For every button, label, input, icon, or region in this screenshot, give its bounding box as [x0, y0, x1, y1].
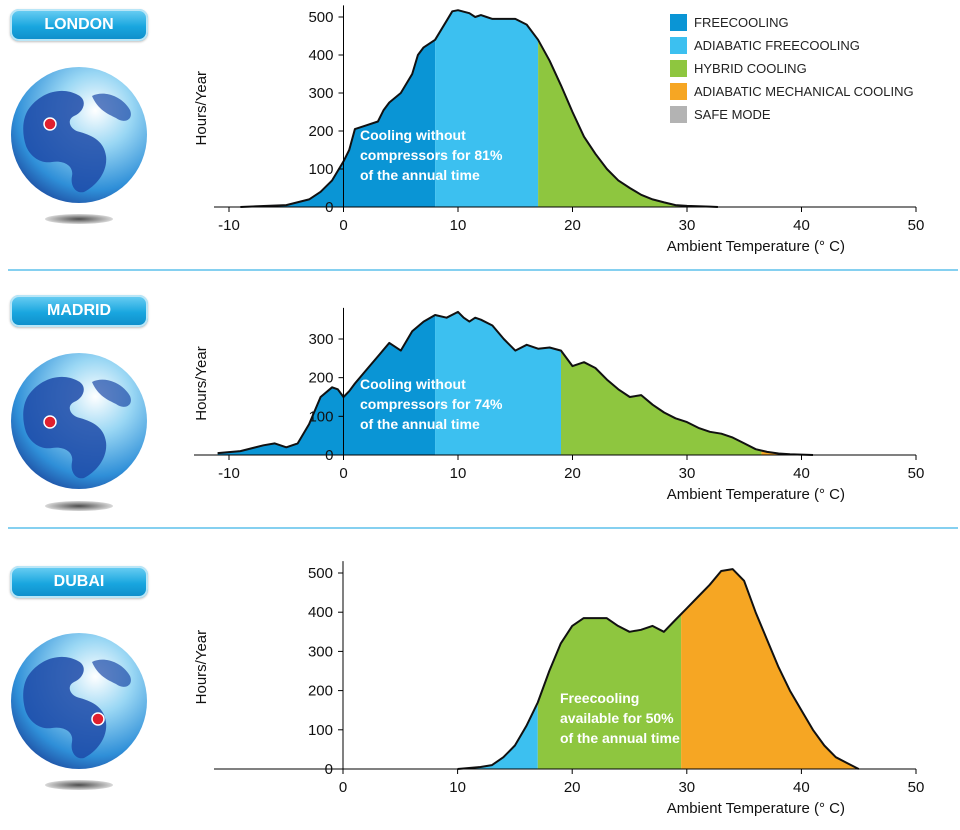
x-axis-title: Ambient Temperature (° C) — [667, 238, 845, 255]
x-tick-label: 10 — [450, 217, 467, 234]
madrid-globe-icon — [11, 353, 147, 511]
y-tick-label: 300 — [308, 331, 333, 348]
x-axis-title: Ambient Temperature (° C) — [667, 800, 845, 817]
y-tick-label: 500 — [308, 565, 333, 582]
legend-label: HYBRID COOLING — [694, 61, 807, 76]
legend-swatch — [670, 60, 687, 77]
charts-layer: -10 0 10 20 30 40 500100200300400500Hours/Year… — [193, 5, 925, 817]
y-axis-title: Hours/Year — [193, 346, 210, 421]
legend-swatch — [670, 14, 687, 31]
london-badge: LONDON — [10, 9, 148, 41]
legend-swatch — [670, 37, 687, 54]
x-tick-label: 0 — [339, 465, 347, 482]
x-axis-title: Ambient Temperature (° C) — [667, 486, 845, 503]
y-axis-title: Hours/Year — [193, 630, 210, 705]
x-tick-label: -10 — [218, 217, 240, 234]
legend-swatch — [670, 106, 687, 123]
x-tick-label: 50 — [908, 217, 925, 234]
x-tick-label: 50 — [908, 465, 925, 482]
legend-label: SAFE MODE — [694, 107, 771, 122]
cooling-band-0 — [457, 569, 538, 769]
annotation-line: available for 50% — [560, 710, 674, 726]
y-axis-title: Hours/Year — [193, 71, 210, 146]
annotation-line: of the annual time — [360, 416, 480, 432]
y-tick-label: 200 — [308, 123, 333, 140]
series-outline — [217, 310, 814, 456]
chart-panel-dubai: 0 10 20 30 40 500100200300400500Hours/YearAmb… — [193, 561, 925, 817]
y-tick-label: 200 — [308, 683, 333, 700]
cooling-band-1 — [435, 10, 539, 207]
x-tick-label: 30 — [678, 779, 695, 796]
x-tick-label: 0 — [339, 779, 347, 796]
cooling-band-2 — [561, 311, 762, 455]
annotation-line: of the annual time — [360, 167, 480, 183]
series-outline — [457, 568, 860, 770]
x-tick-label: 20 — [564, 465, 581, 482]
legend: FREECOOLING ADIABATIC FREECOOLING HYBRID C… — [670, 14, 914, 123]
x-tick-label: 30 — [679, 217, 696, 234]
dubai-globe-icon — [11, 633, 147, 790]
cooling-band-3 — [761, 311, 813, 455]
y-tick-label: 0 — [325, 447, 333, 464]
legend-swatch — [670, 83, 687, 100]
y-tick-label: 300 — [308, 643, 333, 660]
annotation-line: compressors for 81% — [360, 147, 503, 163]
y-tick-label: 100 — [308, 161, 333, 178]
legend-label: FREECOOLING — [694, 15, 789, 30]
annotation-line: Cooling without — [360, 127, 466, 143]
x-tick-label: 40 — [793, 217, 810, 234]
dubai-badge: DUBAI — [10, 566, 148, 598]
london-globe-icon — [11, 67, 147, 224]
y-tick-label: 400 — [308, 47, 333, 64]
y-tick-label: 500 — [308, 9, 333, 26]
annotation-line: Freecooling — [560, 690, 639, 706]
x-tick-label: 10 — [449, 779, 466, 796]
y-tick-label: 100 — [308, 722, 333, 739]
madrid-badge: MADRID — [10, 295, 148, 327]
y-tick-label: 200 — [308, 370, 333, 387]
legend-label: ADIABATIC MECHANICAL COOLING — [694, 84, 914, 99]
x-tick-label: 20 — [564, 217, 581, 234]
y-tick-label: 0 — [325, 761, 333, 778]
x-tick-label: -10 — [218, 465, 240, 482]
chart-panel-madrid: -10 0 10 20 30 40 50 0 100 200 300 Hours/Year Ambien… — [193, 307, 925, 503]
legend-label: ADIABATIC FREECOOLING — [694, 38, 860, 53]
y-tick-label: 100 — [308, 408, 333, 425]
y-tick-label: 400 — [308, 604, 333, 621]
y-tick-label: 0 — [325, 199, 333, 216]
annotation-line: of the annual time — [560, 730, 680, 746]
series-outline — [240, 9, 718, 208]
annotation-line: Cooling without — [360, 376, 466, 392]
x-tick-label: 20 — [564, 779, 581, 796]
x-tick-label: 10 — [450, 465, 467, 482]
x-tick-label: 50 — [908, 779, 925, 796]
x-tick-label: 40 — [793, 465, 810, 482]
x-tick-label: 0 — [339, 217, 347, 234]
annotation-line: compressors for 74% — [360, 396, 503, 412]
y-tick-label: 300 — [308, 85, 333, 102]
cooling-band-2 — [538, 10, 718, 207]
x-tick-label: 40 — [793, 779, 810, 796]
x-tick-label: 30 — [679, 465, 696, 482]
